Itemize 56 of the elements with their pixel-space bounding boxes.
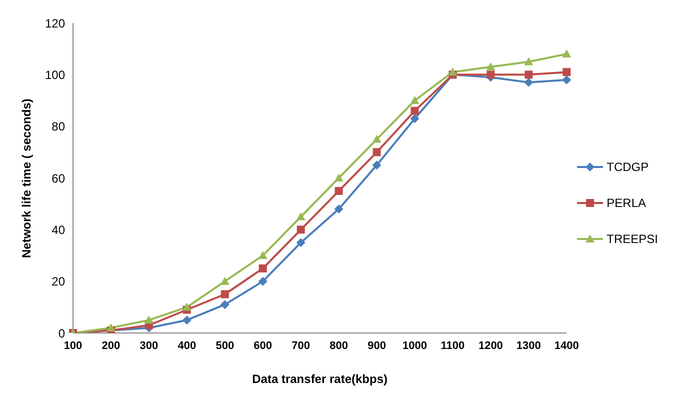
legend-label: TCDGP (606, 160, 649, 174)
point (220, 300, 230, 310)
y-tick-label: 0 (58, 326, 66, 340)
point (334, 186, 343, 195)
y-axis-title: Network life time ( seconds) (19, 98, 34, 258)
x-tick-label: 1300 (516, 340, 541, 352)
point (410, 106, 419, 115)
point (258, 276, 268, 286)
point (448, 68, 458, 76)
point (486, 70, 495, 79)
point (372, 134, 382, 143)
point (524, 57, 534, 66)
y-tick-label: 80 (52, 120, 66, 134)
x-tick-label: 700 (292, 340, 310, 352)
point (296, 238, 306, 248)
point (562, 68, 571, 76)
x-tick-label: 600 (254, 340, 272, 352)
x-tick-label: 300 (140, 340, 158, 352)
point (220, 276, 230, 285)
y-tick-label: 100 (44, 68, 66, 82)
x-tick-label: 900 (368, 340, 386, 352)
x-tick-label: 1100 (440, 340, 465, 352)
point (296, 212, 306, 220)
y-tick-label: 20 (52, 274, 66, 289)
legend-label: TREEPSI (606, 232, 658, 246)
point (410, 96, 420, 104)
point (410, 114, 420, 124)
point (144, 316, 154, 324)
y-tick-label: 60 (52, 171, 66, 186)
x-tick-label: 100 (64, 340, 82, 352)
point (220, 290, 229, 298)
point (486, 62, 496, 70)
y-tick-label: 40 (52, 222, 66, 237)
point (524, 70, 533, 79)
point (182, 302, 192, 311)
point (296, 226, 305, 234)
point (334, 204, 344, 214)
point (182, 316, 192, 325)
point (562, 50, 572, 58)
point (372, 160, 382, 170)
legend-label: PERLA (606, 196, 646, 210)
x-tick-label: 800 (330, 340, 348, 352)
point (372, 148, 381, 156)
x-tick-label: 1400 (554, 340, 579, 352)
point (106, 323, 116, 332)
y-tick-label: 120 (44, 16, 66, 30)
x-tick-label: 500 (216, 340, 234, 352)
x-tick-label: 400 (178, 340, 196, 352)
x-tick-label: 200 (102, 340, 120, 352)
point (524, 78, 534, 87)
x-tick-label: 1000 (402, 340, 427, 352)
x-tick-label: 1200 (478, 340, 503, 352)
point (258, 264, 267, 272)
x-axis-title: Data transfer rate(kbps) (252, 372, 388, 386)
point (334, 174, 344, 182)
point (562, 75, 572, 84)
